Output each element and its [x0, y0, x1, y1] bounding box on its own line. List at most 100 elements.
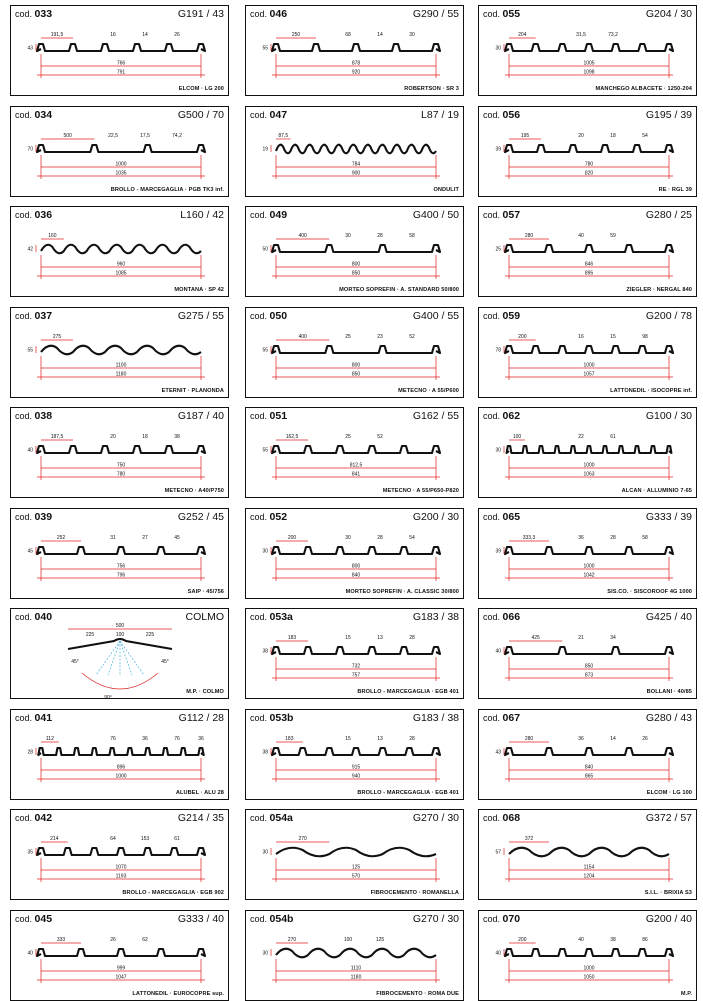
code-prefix: cod. [250, 511, 270, 522]
profile-drawing: 30 200 30 28 54 800 840 [262, 535, 442, 581]
profile-model: G204 / 30 [645, 8, 692, 20]
pitch-label: 204 [518, 32, 527, 38]
angle-guide-line [119, 640, 133, 676]
cover-width-label: 125 [352, 865, 361, 871]
total-width-label: 940 [352, 773, 361, 779]
profile-drawing: 28 112 76 36 76 36 896 1000 [27, 736, 205, 782]
rib-label: 52 [409, 334, 415, 340]
profile-card: cod. 062 G100 / 30 ALCAN · ALLUMINIO 7-65 3… [478, 407, 697, 498]
code-prefix: cod. [15, 813, 35, 823]
total-width-label: 840 [352, 572, 361, 578]
manufacturer-label: MANCHEGO ALBACETE · 1250-204 [595, 86, 692, 92]
cover-width-label: 800 [352, 362, 361, 368]
cover-width-label: 1000 [583, 965, 594, 971]
pitch-label: 87,5 [278, 133, 288, 139]
profile-drawing: 30 270 125 570 [262, 836, 440, 882]
code-prefix: cod. [250, 109, 270, 120]
height-label: 55 [262, 347, 268, 353]
code-prefix: cod. [15, 310, 35, 321]
manufacturer-label: METECNO · A 55/P650-P820 [382, 488, 459, 494]
code-prefix: cod. [15, 712, 35, 723]
total-width-label: 1000 [115, 773, 126, 779]
manufacturer-label: BROLLO - MARCEGAGLIA · PGB TK3 inf. [110, 186, 224, 193]
rib-label: 26 [110, 937, 116, 943]
rib-label: 27 [142, 535, 148, 541]
cover-width-label: 766 [117, 61, 126, 67]
height-label: 57 [495, 850, 501, 856]
profile-model: G290 / 55 [412, 8, 459, 20]
sheet-profile [40, 344, 202, 355]
profile-card: cod. 036 L160 / 42 MONTANA · SP 42 42 160 960… [10, 206, 229, 297]
pitch-label: 200 [288, 535, 297, 541]
profile-code: cod. 068 [483, 812, 520, 824]
rib-label: 74,2 [172, 133, 182, 139]
total-width-label: 570 [352, 874, 361, 880]
profile-card: cod. 070 G200 / 40 M.P. 40 200 40 38 86 1000 1050 [478, 909, 697, 1001]
profile-code: cod. 041 [15, 712, 52, 724]
rib-label: 21 [578, 635, 584, 641]
profile-code: cod. 033 [15, 8, 52, 20]
manufacturer-label: BROLLO - MARCEGAGLIA · EGB 401 [357, 789, 459, 796]
profile-code: cod. 070 [483, 913, 520, 925]
profile-code: cod. 038 [15, 410, 52, 422]
code-prefix: cod. [250, 913, 270, 924]
pitch-label: 200 [518, 937, 527, 943]
sheet-profile [275, 846, 437, 858]
code-prefix: cod. [483, 310, 503, 321]
manufacturer-label: SAIP · 45/756 [187, 588, 224, 595]
cover-width-label: 750 [117, 463, 126, 469]
total-width-label: 796 [117, 572, 126, 578]
code-number: 067 [502, 711, 521, 724]
rib-label: 28 [377, 535, 383, 541]
pitch-label: 280 [525, 736, 534, 742]
rib-label: 28 [377, 233, 383, 239]
profile-model: G100 / 30 [645, 410, 692, 422]
sheet-profile [503, 42, 675, 53]
profile-card: cod. 065 G333 / 39 SIS.CO. · SISCOROOF 4G … [478, 507, 697, 599]
rib-label: 14 [610, 736, 616, 742]
pitch-label: 160 [48, 233, 57, 239]
code-number: 034 [34, 108, 53, 121]
rib-label: 28 [409, 635, 415, 641]
profile-card: cod. 059 G200 / 78 LATTONEDIL · ISOCOPRE i… [478, 306, 697, 398]
sheet-profile [503, 645, 675, 656]
pitch-label: 162,5 [286, 434, 299, 440]
profile-card: cod. 057 G280 / 25 ZIEGLER · NERGAL 840 25 2… [478, 206, 697, 297]
manufacturer-label: ALUBEL · ALU 28 [175, 789, 224, 796]
pitch-label: 333,3 [523, 535, 536, 541]
profile-drawing: 30 270 100 125 1110 1180 [262, 937, 440, 983]
code-number: 042 [34, 812, 53, 824]
profile-model: G270 / 30 [412, 812, 459, 824]
manufacturer-label: M.P. · COLMO [186, 689, 224, 695]
profile-card: cod. 041 G112 / 28 ALUBEL · ALU 28 28 112 76 3… [10, 708, 229, 800]
profile-code: cod. 054b [250, 913, 293, 925]
dimension-label: 225 [146, 632, 155, 638]
pitch-label: 214 [50, 836, 59, 842]
profile-code: cod. 053b [250, 712, 293, 724]
profile-drawing: 40 333 26 62 999 1047 [27, 937, 207, 983]
total-width-label: 1180 [351, 974, 362, 980]
code-number: 047 [269, 108, 288, 121]
rib-label: 25 [345, 334, 351, 340]
manufacturer-label: ZIEGLER · NERGAL 840 [626, 287, 692, 293]
code-number: 036 [34, 209, 53, 221]
rib-label: 30 [345, 535, 351, 541]
height-label: 30 [495, 46, 501, 52]
rib-label: 62 [142, 937, 148, 943]
pitch-label: 270 [298, 836, 307, 842]
profile-card: cod. 067 G280 / 43 ELCOM · LG 100 43 280 36 14… [478, 708, 697, 800]
manufacturer-label: METECNO · A 55/P600 [398, 387, 459, 394]
pitch-label: 250 [292, 32, 301, 38]
profile-drawing: 38 183 15 13 28 732 757 [262, 635, 442, 681]
pitch-label: 252 [57, 535, 66, 541]
code-prefix: cod. [15, 411, 35, 421]
profile-drawing: 55 250 68 14 30 878 920 [262, 32, 442, 78]
profile-model: G200 / 78 [645, 309, 692, 322]
cover-width-label: 732 [352, 664, 361, 670]
profile-card: cod. 054b G270 / 30 FIBROCEMENTO · ROMA DU… [245, 909, 464, 1001]
code-prefix: cod. [250, 612, 270, 622]
sheet-profile [275, 143, 437, 154]
code-number: 039 [34, 510, 53, 523]
manufacturer-label: METECNO · A40/P750 [164, 488, 224, 494]
